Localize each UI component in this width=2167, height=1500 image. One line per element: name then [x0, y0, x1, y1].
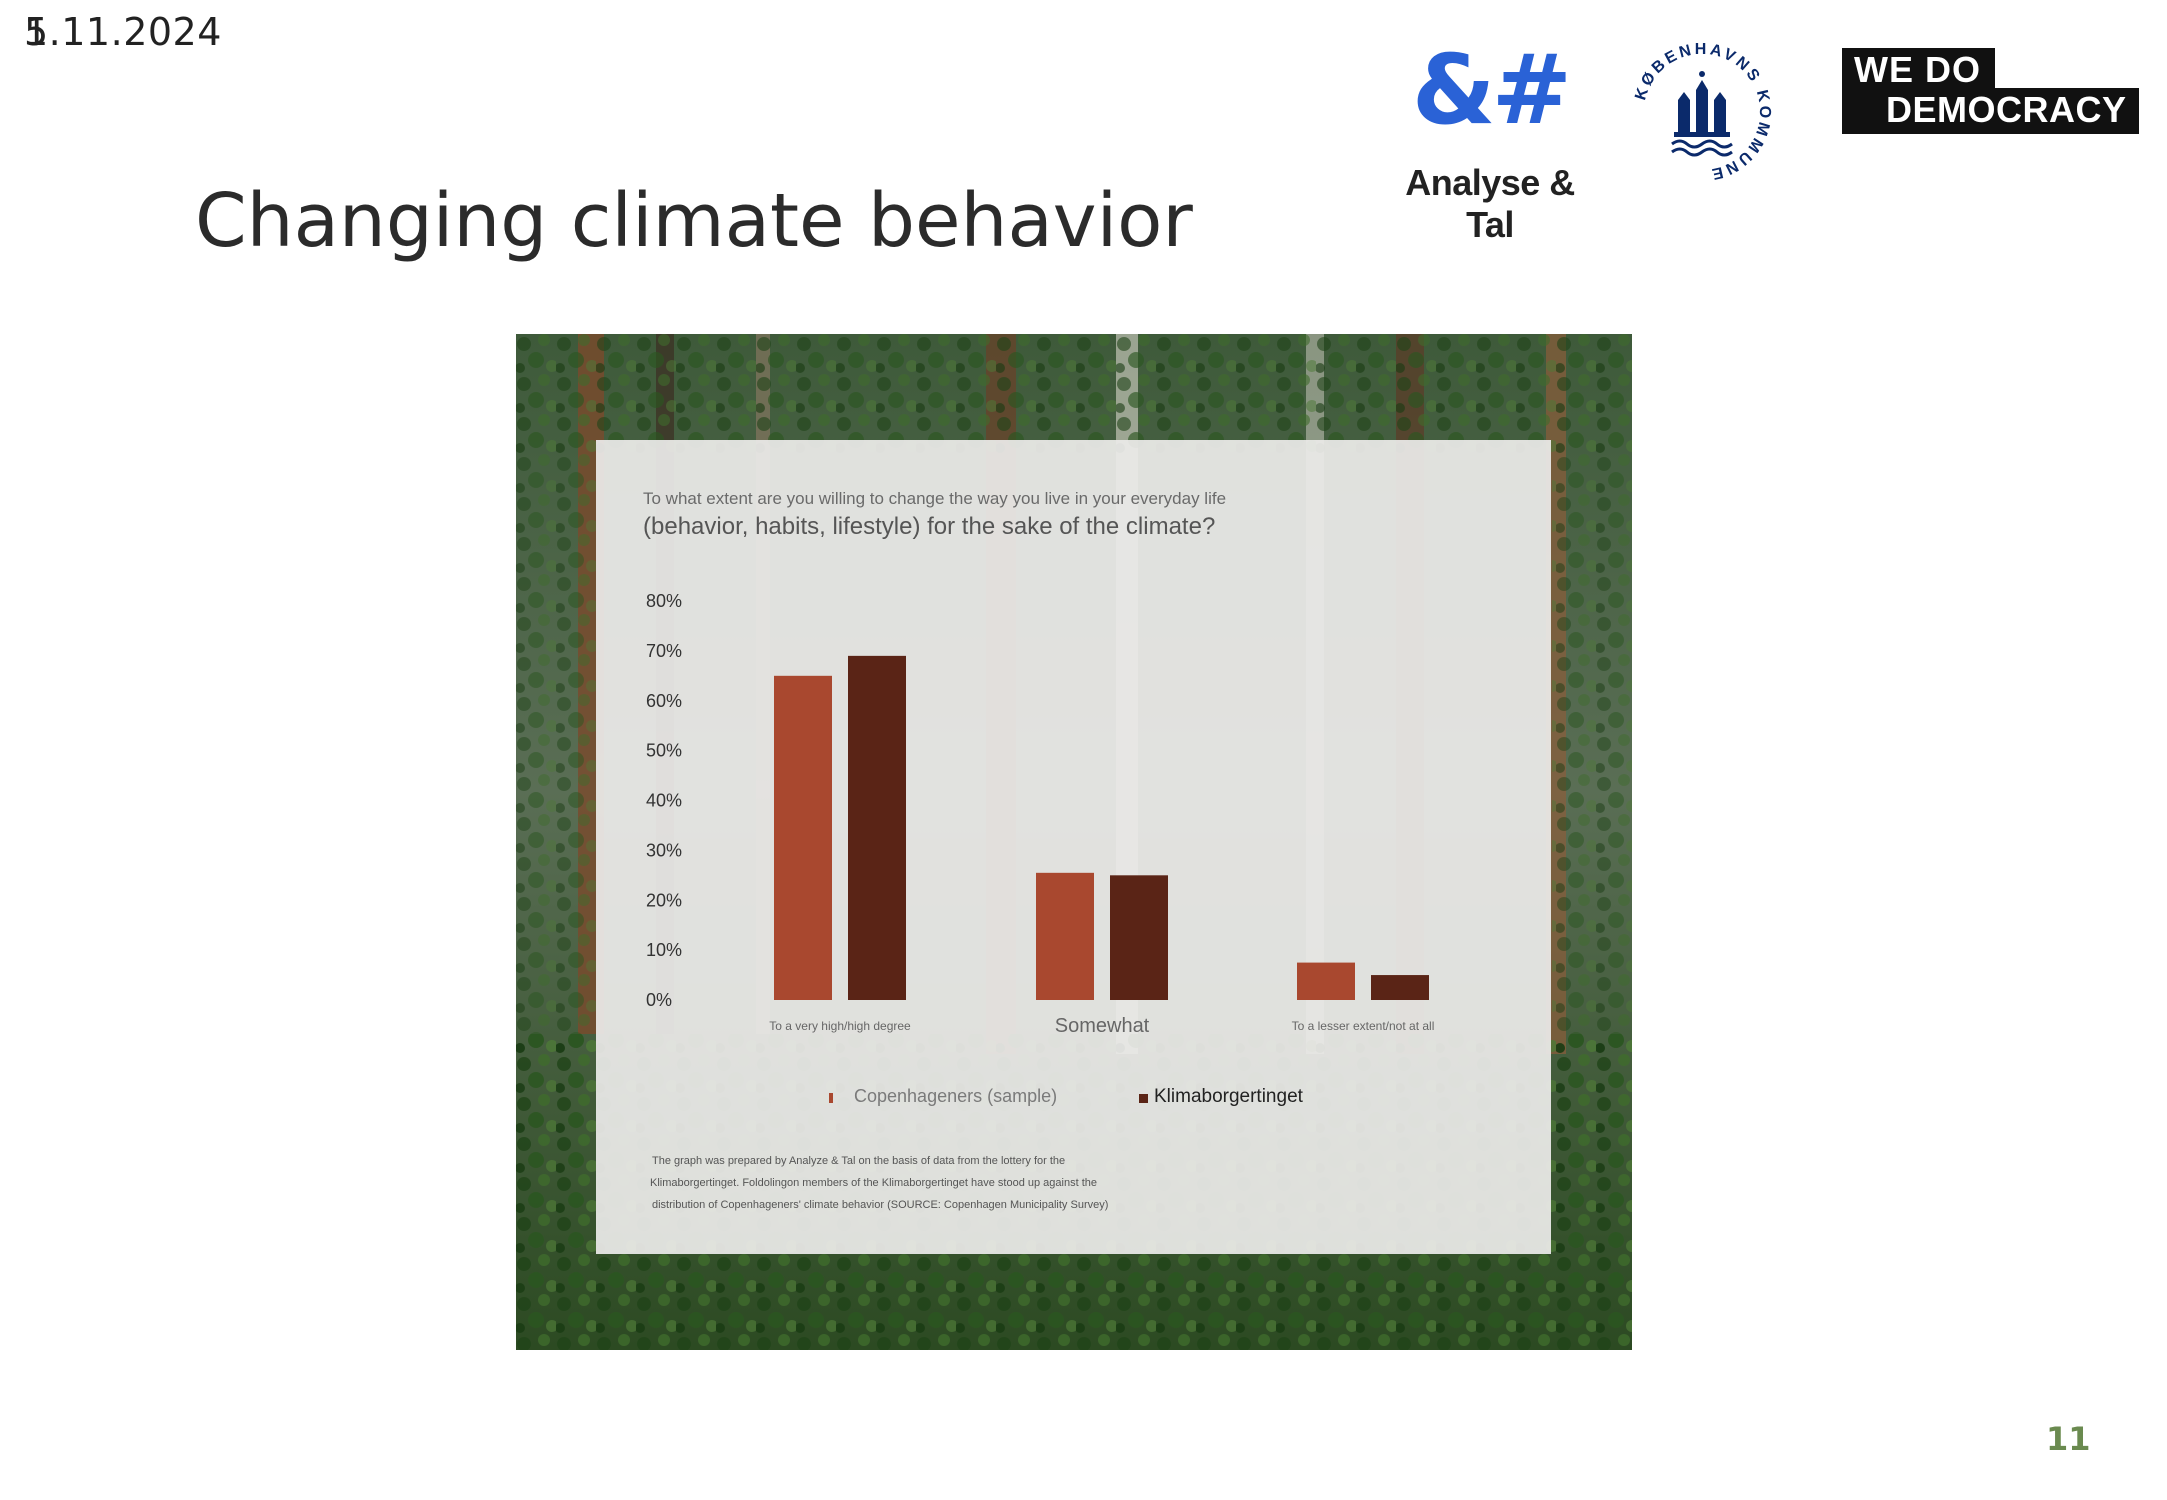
page-number: 11: [2046, 1420, 2091, 1458]
slide-date: 5.11.2024 1: [24, 10, 222, 54]
analyse-tal-logo: &# Analyse & Tal: [1380, 42, 1600, 246]
bar-sample-2: [1297, 962, 1355, 1000]
y-tick-label: 50%: [646, 741, 682, 761]
footnote-line-3: distribution of Copenhageners' climate b…: [652, 1199, 1108, 1211]
legend-swatch-klima: [1139, 1094, 1148, 1103]
y-tick-label: 30%: [646, 840, 682, 860]
y-tick-label: 80%: [646, 591, 682, 611]
x-tick-label: To a lesser extent/not at all: [1292, 1019, 1435, 1033]
chart-svg: To what extent are you willing to change…: [516, 334, 1632, 1350]
y-axis: 0% 10% 20% 30% 40% 50% 60% 70% 80%: [646, 591, 682, 1010]
y-tick-label: 40%: [646, 791, 682, 811]
footnote-line-1: The graph was prepared by Analyze & Tal …: [652, 1155, 1065, 1167]
bar-klima-1: [1110, 875, 1168, 1000]
y-tick-label: 70%: [646, 641, 682, 661]
we-do-democracy-logo: WE DO DEMOCRACY: [1842, 48, 2139, 134]
y-tick-label: 20%: [646, 890, 682, 910]
chart-panel: [596, 440, 1551, 1254]
page-title: Changing climate behavior: [195, 178, 1193, 264]
footnote-line-2: Klimaborgertinget. Foldolingon members o…: [650, 1177, 1097, 1189]
x-tick-label: Somewhat: [1055, 1015, 1150, 1037]
legend-swatch-sample: [829, 1093, 833, 1103]
bar-sample-0: [774, 675, 832, 1000]
wdd-line1: WE DO: [1842, 48, 1995, 90]
analyse-tal-glyph: &#: [1411, 34, 1572, 146]
y-tick-label: 60%: [646, 691, 682, 711]
chart-subtitle: To what extent are you willing to change…: [643, 489, 1226, 508]
y-tick-label: 10%: [646, 940, 682, 960]
legend-label-klima: Klimaborgertinget: [1154, 1086, 1304, 1107]
legend-label-sample: Copenhageners (sample): [854, 1086, 1057, 1106]
chart-footnote: The graph was prepared by Analyze & Tal …: [650, 1155, 1108, 1211]
wdd-line2: DEMOCRACY: [1842, 88, 2139, 134]
kommune-seal-icon: KØBENHAVNS KOMMUNE: [1632, 41, 1770, 183]
kobenhavns-kommune-logo: KØBENHAVNS KOMMUNE: [1628, 38, 1776, 186]
date-overlap-glyph: 1: [24, 10, 49, 54]
x-tick-label: To a very high/high degree: [769, 1019, 911, 1033]
legend: Copenhageners (sample) Klimaborgertinget: [829, 1086, 1304, 1107]
x-labels: To a very high/high degree Somewhat To a l…: [769, 1015, 1434, 1037]
y-tick-label: 0%: [646, 990, 672, 1010]
analyse-tal-text: Analyse & Tal: [1405, 162, 1575, 245]
forest-chart-image: To what extent are you willing to change…: [516, 334, 1632, 1350]
canopy: [516, 334, 1632, 454]
bar-klima-0: [848, 655, 906, 1000]
bar-klima-2: [1371, 975, 1429, 1000]
bars: [774, 655, 1429, 1000]
bar-sample-1: [1036, 872, 1094, 1000]
chart-title: (behavior, habits, lifestyle) for the sa…: [643, 513, 1215, 540]
